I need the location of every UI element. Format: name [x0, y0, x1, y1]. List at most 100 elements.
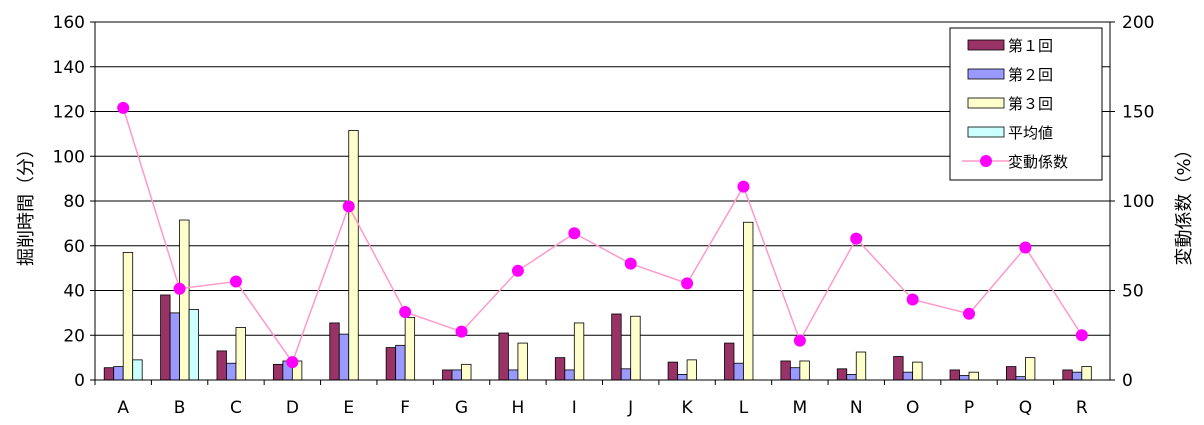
bar [179, 219, 190, 381]
y-tick-label: 120 [53, 103, 85, 123]
y2-axis-title: 変動係数（%） [1174, 140, 1195, 265]
y-tick-label: 100 [53, 147, 85, 167]
x-tick-label: N [850, 398, 863, 418]
x-tick-label: G [455, 398, 468, 418]
x-tick-label: C [230, 398, 242, 418]
cv-point [624, 257, 637, 270]
y-tick-label: 60 [63, 237, 85, 257]
left-axis-ticks: 0 20 40 60 80 100 120 140 160 [53, 13, 95, 391]
bar [893, 356, 904, 381]
bar [846, 374, 857, 381]
legend-label: 第１回 [1008, 37, 1053, 55]
cv-point [568, 227, 581, 240]
x-tick-label: A [117, 398, 129, 418]
x-axis-ticks: A B C D E F G H I J K L M N O P Q R [94, 380, 1088, 418]
legend-label: 第２回 [1008, 66, 1053, 84]
bar [789, 367, 801, 381]
bar [160, 294, 171, 381]
cv-point [906, 293, 919, 306]
x-tick-label: O [906, 398, 919, 418]
bar [188, 309, 199, 381]
y2-tick-label: 200 [1122, 13, 1154, 33]
bar [1006, 366, 1017, 381]
x-tick-label: H [512, 398, 525, 418]
bar [949, 369, 960, 381]
bar [461, 363, 472, 381]
legend-swatch [967, 68, 1005, 80]
bar [235, 327, 246, 381]
bar [912, 361, 923, 381]
cv-point [1075, 329, 1088, 342]
legend-marker [980, 155, 992, 167]
bar [554, 357, 566, 381]
y-tick-label: 160 [53, 13, 85, 33]
bar [132, 359, 143, 381]
legend-swatch [967, 97, 1005, 109]
bar [620, 368, 632, 381]
bar [630, 315, 641, 381]
y2-tick-label: 50 [1122, 282, 1144, 302]
x-tick-label: L [739, 398, 749, 418]
cv-point [286, 356, 299, 369]
bar [442, 369, 453, 381]
bar [216, 350, 227, 381]
bar [338, 333, 350, 381]
y-tick-label: 20 [63, 326, 85, 346]
bar [799, 360, 810, 381]
bar [564, 369, 575, 381]
bar [122, 252, 134, 381]
bar [385, 347, 397, 381]
bar [113, 366, 124, 381]
cv-point [455, 325, 468, 338]
legend-label: 変動係数 [1008, 153, 1068, 171]
legend-swatch [967, 126, 1005, 138]
bar [780, 360, 791, 381]
bar [611, 313, 622, 381]
cv-point [737, 180, 750, 193]
x-tick-label: B [174, 398, 186, 418]
bar [103, 367, 115, 381]
bar [395, 344, 406, 381]
y-tick-label: 140 [53, 58, 85, 78]
x-tick-label: Q [1019, 398, 1032, 418]
legend-label: 平均値 [1008, 124, 1053, 142]
bar [451, 369, 462, 381]
x-tick-label: K [682, 398, 694, 418]
cv-point [681, 277, 694, 290]
cv-point [399, 305, 412, 318]
bar [686, 359, 697, 381]
y-tick-label: 80 [63, 192, 85, 212]
bar [404, 316, 416, 381]
bar [855, 351, 867, 381]
y2-tick-label: 150 [1122, 103, 1154, 123]
legend-swatch [967, 39, 1005, 51]
cv-point [117, 101, 130, 114]
x-tick-label: F [400, 398, 410, 418]
bar [508, 369, 519, 381]
bar [677, 374, 688, 381]
cv-point [793, 334, 806, 347]
y-axis-title: 掘削時間（分） [16, 140, 37, 266]
cv-point [173, 282, 186, 295]
bar [902, 371, 914, 381]
legend-label: 第３回 [1008, 95, 1053, 113]
bar [272, 363, 284, 381]
right-axis-ticks: 0 50 100 150 200 [1110, 13, 1154, 391]
bar-series [103, 130, 1092, 381]
y-tick-label: 40 [63, 282, 85, 302]
x-tick-label: M [793, 398, 808, 418]
bar [517, 342, 528, 381]
bar [836, 368, 848, 381]
cv-point [963, 307, 976, 320]
bar [348, 130, 359, 381]
cv-point [850, 232, 863, 245]
x-tick-label: D [286, 398, 299, 418]
bar [1015, 376, 1026, 381]
cv-line-series [117, 101, 1088, 369]
bar [743, 221, 754, 381]
cv-point [511, 264, 524, 277]
bar [498, 332, 509, 381]
y2-tick-label: 0 [1122, 371, 1133, 391]
